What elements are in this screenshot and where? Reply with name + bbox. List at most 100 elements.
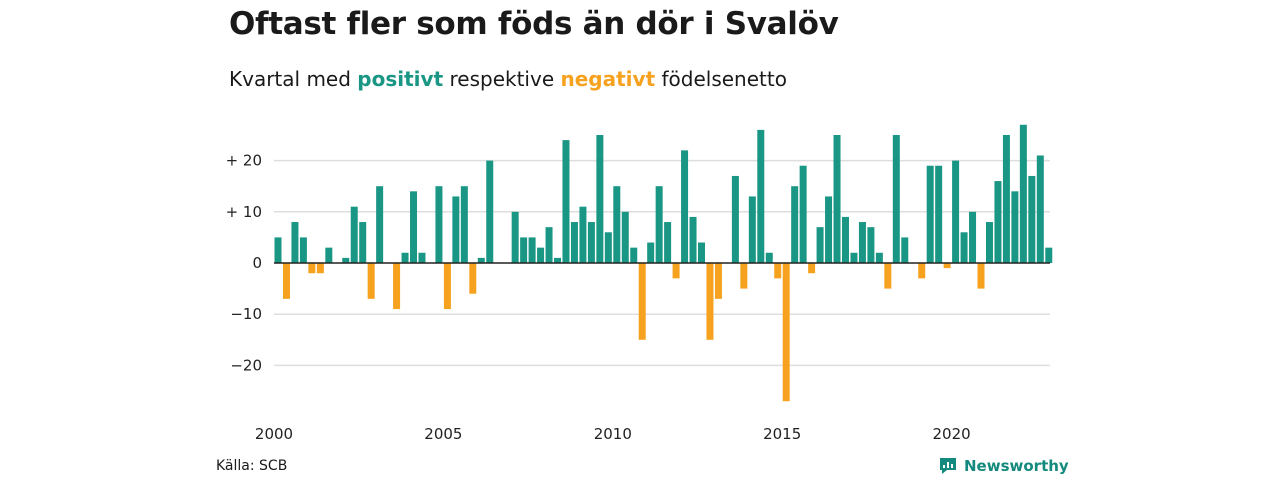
y-tick-label: −10 [230,305,262,323]
bar-negative [282,263,290,299]
bar-positive [901,237,909,263]
newsworthy-logo-text: Newsworthy [964,457,1069,475]
newsworthy-logo-icon [940,458,956,474]
bar-positive [291,222,299,263]
bar-positive [1045,247,1053,263]
bar-positive [791,186,799,263]
subtitle-positive-word: positivt [357,67,444,91]
bar-positive [952,160,960,263]
bar-negative [706,263,714,340]
bar-positive [850,252,858,263]
bar-positive [460,186,468,263]
bar-positive [825,196,833,263]
bar-positive [935,165,943,263]
bar-negative [638,263,646,340]
bar-negative [884,263,892,289]
y-tick-label: −20 [230,356,262,374]
bar-positive [765,252,773,263]
bar-positive [452,196,460,263]
bar-positive [596,135,604,263]
subtitle-negative-word: negativt [560,67,656,91]
bar-positive [545,227,553,263]
newsworthy-logo: Newsworthy [938,456,1069,476]
subtitle-middle: respektive [449,67,555,91]
bar-positive [969,211,977,263]
bar-negative [740,263,748,289]
bar-positive [435,186,443,263]
bar-positive [875,252,883,263]
axes: + 20 + 10 0 −10 −20 2000 2005 2010 2015 2020 [226,152,1050,443]
bar-positive [731,175,739,263]
bar-negative [808,263,816,274]
bar-positive [816,227,824,263]
bar-positive [1028,175,1036,263]
bar-positive [926,165,934,263]
bar-positive [757,129,765,263]
bars [274,124,1053,402]
bar-negative [714,263,722,299]
bar-positive [1002,135,1010,263]
bar-positive [681,150,689,263]
bar-positive [520,237,528,263]
x-tick-label: 2020 [933,425,971,443]
bar-negative [308,263,316,274]
bar-positive [647,242,655,263]
bar-positive [664,222,672,263]
bar-positive [1036,155,1044,263]
bar-negative [977,263,985,289]
bar-positive [350,206,358,263]
subtitle-suffix: födelsenetto [661,67,787,91]
bar-negative [393,263,401,310]
bar-positive [342,257,350,263]
bar-positive [587,222,595,263]
bar-positive [613,186,621,263]
bar-positive [892,135,900,263]
bar-positive [698,242,705,263]
bar-positive [985,222,993,263]
bar-positive [401,252,409,263]
x-tick-label: 2015 [763,425,801,443]
bar-positive [274,237,282,263]
source-note: Källa: SCB [216,458,288,474]
bar-positive [528,237,536,263]
bar-positive [1019,124,1027,263]
bar-positive [748,196,756,263]
y-tick-label: 0 [252,254,262,272]
bar-positive [410,191,418,263]
bar-positive [477,257,485,263]
bar-positive [841,216,849,263]
bar-positive [486,160,494,263]
bar-positive [325,247,333,263]
bar-positive [562,140,570,263]
y-tick-label: + 20 [226,152,262,170]
y-tick-label: + 10 [226,203,262,221]
bar-negative [672,263,680,279]
bar-positive [511,211,519,263]
chart-subtitle: Kvartal med positivt respektive negativt… [229,67,787,91]
bar-positive [833,135,841,263]
bar-positive [799,165,807,263]
bar-negative [782,263,790,402]
bar-negative [469,263,477,294]
x-tick-label: 2010 [594,425,632,443]
bar-negative [443,263,451,310]
bar-positive [604,232,612,263]
x-tick-label: 2000 [255,425,293,443]
bar-positive [537,247,545,263]
bar-negative [774,263,782,279]
bar-positive [359,222,367,263]
bar-negative [367,263,375,299]
bar-positive [1011,191,1019,263]
bar-positive [689,216,697,263]
bar-positive [630,247,638,263]
x-tick-label: 2005 [424,425,462,443]
bar-positive [960,232,968,263]
subtitle-prefix: Kvartal med [229,67,351,91]
bar-positive [570,222,578,263]
bar-positive [554,257,562,263]
bar-positive [867,227,875,263]
bar-positive [299,237,307,263]
bar-positive [655,186,663,263]
bar-negative [943,263,951,269]
